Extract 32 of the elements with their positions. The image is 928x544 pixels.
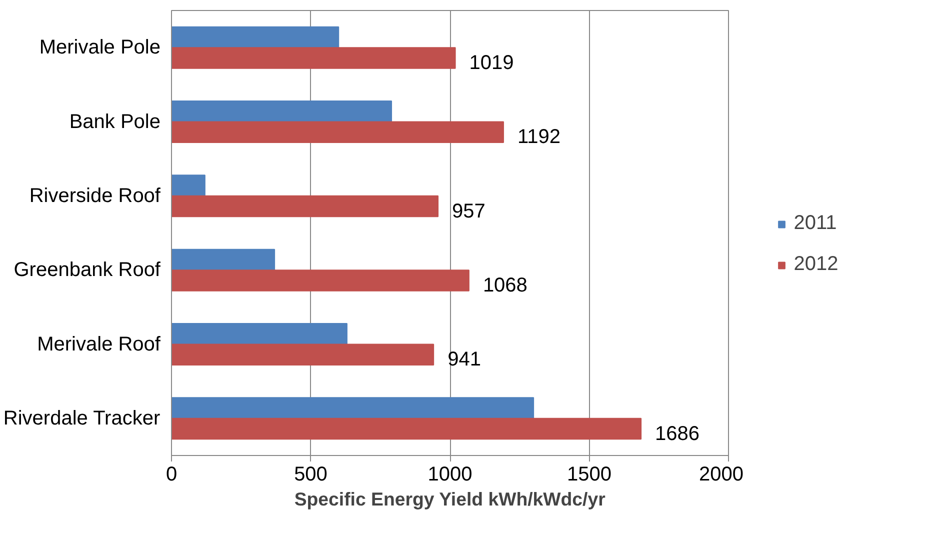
data-label: 1686 xyxy=(655,422,700,445)
x-tick-label: 2000 xyxy=(699,464,744,486)
bar xyxy=(172,270,470,292)
bar xyxy=(172,248,276,271)
legend-label: 2012 xyxy=(794,253,838,276)
data-label: 1068 xyxy=(482,274,528,296)
x-tick-label: 0 xyxy=(166,464,178,486)
x-tick-label: 500 xyxy=(294,464,328,486)
y-tick-label: Greenbank Roof xyxy=(14,259,161,282)
data-label: 1019 xyxy=(469,52,514,74)
x-tick-label: 1000 xyxy=(428,464,472,486)
y-tick-label: Merivale Pole xyxy=(39,36,161,59)
bar xyxy=(172,121,504,144)
y-tick-label: Riverside Roof xyxy=(29,184,161,207)
bar xyxy=(172,26,340,48)
data-label: 957 xyxy=(452,200,486,222)
y-tick-label: Riverdale Tracker xyxy=(3,407,160,430)
bar xyxy=(172,344,434,366)
bar xyxy=(172,100,392,122)
bar xyxy=(172,418,642,440)
y-tick-label: Merivale Roof xyxy=(37,333,161,356)
bar xyxy=(172,322,348,345)
data-label: 1192 xyxy=(517,126,560,148)
bar xyxy=(172,174,206,196)
x-tick-label: 1500 xyxy=(567,464,612,486)
x-axis-title: Specific Energy Yield kWh/kWdc/yr xyxy=(294,488,606,510)
bar xyxy=(172,47,456,69)
bar xyxy=(172,397,534,419)
y-tick-label: Bank Pole xyxy=(69,110,160,133)
legend-label: 2011 xyxy=(794,212,837,235)
bar xyxy=(172,195,439,218)
data-label: 941 xyxy=(448,348,481,371)
